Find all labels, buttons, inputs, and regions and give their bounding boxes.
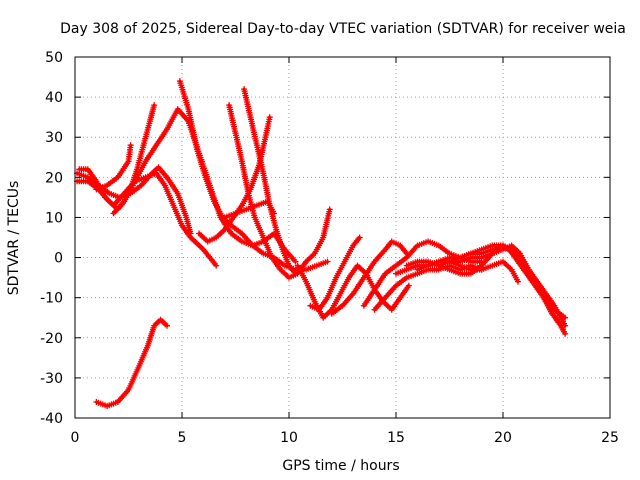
- series-arc-13: [307, 234, 363, 313]
- x-tick-label: 5: [178, 430, 187, 446]
- y-tick-label: -10: [40, 291, 63, 307]
- data-point: [324, 258, 331, 265]
- series-arc-14: [328, 238, 410, 317]
- data-point: [405, 282, 412, 289]
- series-arc-9: [226, 102, 333, 281]
- y-tick-label: -30: [40, 371, 63, 387]
- y-tick-label: -20: [40, 331, 63, 347]
- plot-frame: [74, 56, 611, 419]
- series-arc-4: [93, 142, 134, 193]
- y-axis-label: SDTVAR / TECUs: [6, 181, 22, 296]
- x-tick-label: 10: [280, 430, 298, 446]
- data-point: [562, 330, 569, 337]
- x-tick-label: 0: [71, 430, 80, 446]
- x-tick-label: 15: [387, 430, 405, 446]
- x-axis-label: GPS time / hours: [282, 458, 399, 474]
- data-point: [326, 206, 333, 213]
- data-point: [555, 318, 562, 325]
- data-point: [164, 322, 170, 329]
- y-tick-label: 10: [45, 210, 63, 226]
- chart-title: Day 308 of 2025, Sidereal Day-to-day VTE…: [60, 21, 626, 37]
- series-arc-21: [446, 258, 521, 285]
- y-tick-label: 40: [45, 90, 63, 106]
- tick-layer: [74, 56, 611, 419]
- data-point: [292, 258, 299, 265]
- series-arc-5: [93, 316, 170, 409]
- series-layer: [74, 78, 569, 409]
- y-tick-label: 50: [45, 50, 63, 66]
- x-tick-label: 20: [494, 430, 512, 446]
- series-arc-20: [435, 242, 562, 325]
- data-point: [515, 278, 521, 285]
- label-layer: 0 5 10 15 20 25 -40 -30 -20 -10 0 10 20 30 40 50: [40, 50, 619, 446]
- data-point: [271, 210, 277, 217]
- data-point: [213, 262, 220, 269]
- x-tick-label: 25: [601, 430, 619, 446]
- y-tick-label: 20: [45, 170, 63, 186]
- y-tick-label: 0: [54, 251, 63, 267]
- data-point: [151, 102, 158, 109]
- data-point: [266, 114, 273, 121]
- y-tick-label: -40: [40, 411, 63, 427]
- series-arc-11: [221, 198, 277, 221]
- data-point: [127, 142, 134, 149]
- y-tick-label: 30: [45, 130, 63, 146]
- data-point: [562, 322, 569, 329]
- data-point: [356, 234, 363, 241]
- data-point: [292, 270, 299, 277]
